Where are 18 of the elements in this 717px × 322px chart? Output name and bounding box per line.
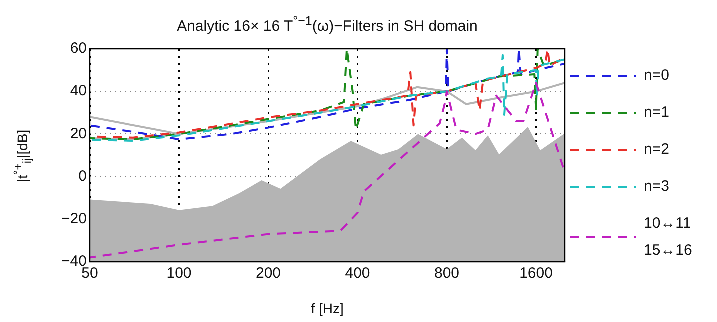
y-tick-label: 20 (70, 125, 87, 142)
y-tick-label: 60 (70, 40, 87, 58)
x-tick-label: 800 (434, 265, 460, 282)
y-tick-label: −20 (62, 210, 87, 228)
x-tick-label: 1600 (520, 265, 553, 282)
legend-label: 10↔11 15↔16 (644, 214, 694, 261)
y-tick-label: 0 (78, 168, 87, 185)
legend-label: n=3 (644, 177, 670, 197)
y-tick-label: 40 (70, 82, 87, 100)
legend-label: n=1 (644, 103, 670, 123)
x-tick-label: 400 (345, 265, 370, 282)
x-tick-label: 50 (82, 265, 98, 282)
x-axis-title: f [Hz] (311, 300, 344, 316)
x-tick-label: 200 (256, 265, 282, 282)
chart-title: Analytic 16× 16 T$^{°−1}$(ω)−Filters in SH domain (176, 14, 479, 35)
x-tick-label: 100 (166, 265, 192, 282)
legend-label: n=0 (644, 66, 670, 86)
legend-label: n=2 (644, 140, 670, 160)
